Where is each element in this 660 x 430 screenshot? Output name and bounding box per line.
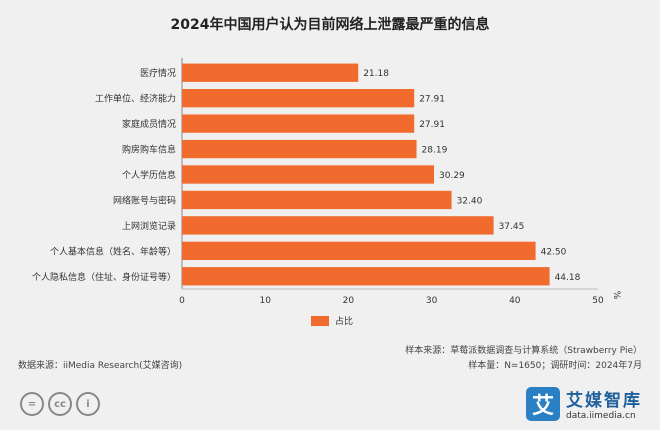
chart-title: 2024年中国用户认为目前网络上泄露最严重的信息	[170, 17, 490, 33]
category-label: 个人隐私信息（住址、身份证号等）	[32, 271, 176, 283]
category-label: 个人基本信息（姓名、年龄等）	[50, 245, 176, 257]
brand-url: data.iimedia.cn	[566, 411, 636, 421]
legend-label: 占比	[335, 317, 354, 327]
bar	[182, 114, 415, 133]
license-icons: = cc i	[20, 392, 100, 416]
category-label: 上网浏览记录	[122, 220, 176, 232]
bar-chart: 44.18 个人隐私信息（住址、身份证号等） 42.50 个人基本信息（姓名、年龄等）…	[32, 58, 621, 306]
x-unit-label: %	[611, 291, 621, 300]
bar-value-label: 44.18	[555, 273, 581, 283]
data-source-note: 数据来源：iiMedia Research(艾媒咨询)	[18, 361, 183, 371]
bar	[182, 63, 359, 82]
legend-swatch	[311, 315, 329, 326]
category-label: 医疗情况	[140, 67, 176, 79]
cc-license-icon: cc	[48, 392, 72, 416]
x-tick-label: 40	[509, 296, 521, 306]
x-tick-label: 10	[259, 296, 271, 306]
x-tick-label: 20	[343, 296, 355, 306]
bar-value-label: 32.40	[457, 196, 483, 206]
attribution-icon: i	[76, 392, 100, 416]
bar-value-label: 28.19	[422, 146, 448, 156]
brand-name: 艾媒智库	[566, 391, 642, 411]
category-label: 网络账号与密码	[113, 194, 176, 206]
x-tick-label: 50	[592, 296, 604, 306]
category-label: 家庭成员情况	[122, 118, 176, 130]
x-tick-label: 0	[179, 296, 185, 306]
bar-value-label: 37.45	[499, 222, 525, 232]
bar-value-label: 30.29	[439, 171, 465, 181]
x-tick-label: 30	[426, 296, 438, 306]
category-label: 工作单位、经济能力	[95, 93, 176, 105]
category-label: 个人学历信息	[122, 169, 176, 181]
category-label: 购房购车信息	[122, 144, 176, 156]
brand-logo: 艾 艾媒智库 data.iimedia.cn	[526, 386, 642, 421]
bar-value-label: 21.18	[363, 69, 389, 79]
bar	[182, 190, 452, 210]
brand-icon: 艾	[526, 386, 560, 421]
bar	[182, 216, 494, 235]
bar-value-label: 42.50	[541, 247, 567, 257]
bar	[182, 241, 536, 260]
nd-license-icon: =	[20, 392, 44, 416]
bar	[182, 89, 415, 108]
bar	[182, 139, 417, 159]
sample-size-note: 样本量：N=1650；调研时间：2024年7月	[468, 361, 642, 371]
sample-source-note: 样本来源：草莓派数据调查与计算系统（Strawberry Pie）	[405, 346, 642, 356]
bar-value-label: 27.91	[419, 95, 445, 105]
bar	[182, 267, 550, 286]
chart-legend: 占比	[311, 314, 353, 327]
bar	[182, 165, 435, 184]
bar-value-label: 27.91	[419, 120, 445, 130]
